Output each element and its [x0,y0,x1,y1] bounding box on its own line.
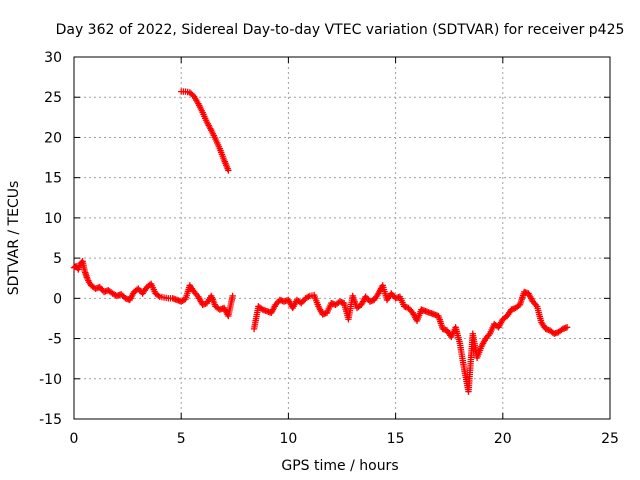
y-tick-label: 0 [53,291,62,307]
plot-frame [73,56,611,420]
chart-title: Day 362 of 2022, Sidereal Day-to-day VTE… [56,22,625,38]
x-tick-label: 0 [70,431,79,447]
y-axis-label: SDTVAR / TECUs [6,181,22,296]
x-axis-label: GPS time / hours [281,458,398,474]
data-point [155,292,162,299]
grid-lines [74,57,610,419]
data-point [229,292,236,300]
data-point [563,324,571,331]
axis-ticks [73,56,611,420]
x-tick-label: 10 [279,431,297,447]
y-tick-label: 30 [44,50,62,66]
y-tick-label: -5 [48,332,62,348]
y-tick-label: 20 [44,130,62,146]
y-tick-label: -15 [39,412,62,428]
x-tick-label: 25 [601,431,619,447]
data-point [225,167,232,174]
y-tick-label: 25 [44,90,62,106]
x-tick-label: 5 [177,431,186,447]
data-point [305,293,312,300]
data-points [70,88,571,395]
x-tick-labels: 0 5 10 15 20 25 [70,431,619,447]
y-tick-label: -10 [39,372,62,388]
y-tick-label: 15 [44,171,62,187]
x-tick-label: 15 [387,431,405,447]
y-tick-label: 5 [53,251,62,267]
y-tick-label: 10 [44,211,62,227]
x-tick-label: 20 [494,431,512,447]
y-tick-labels: -15 -10 -5 0 5 10 15 20 25 30 [39,50,62,428]
